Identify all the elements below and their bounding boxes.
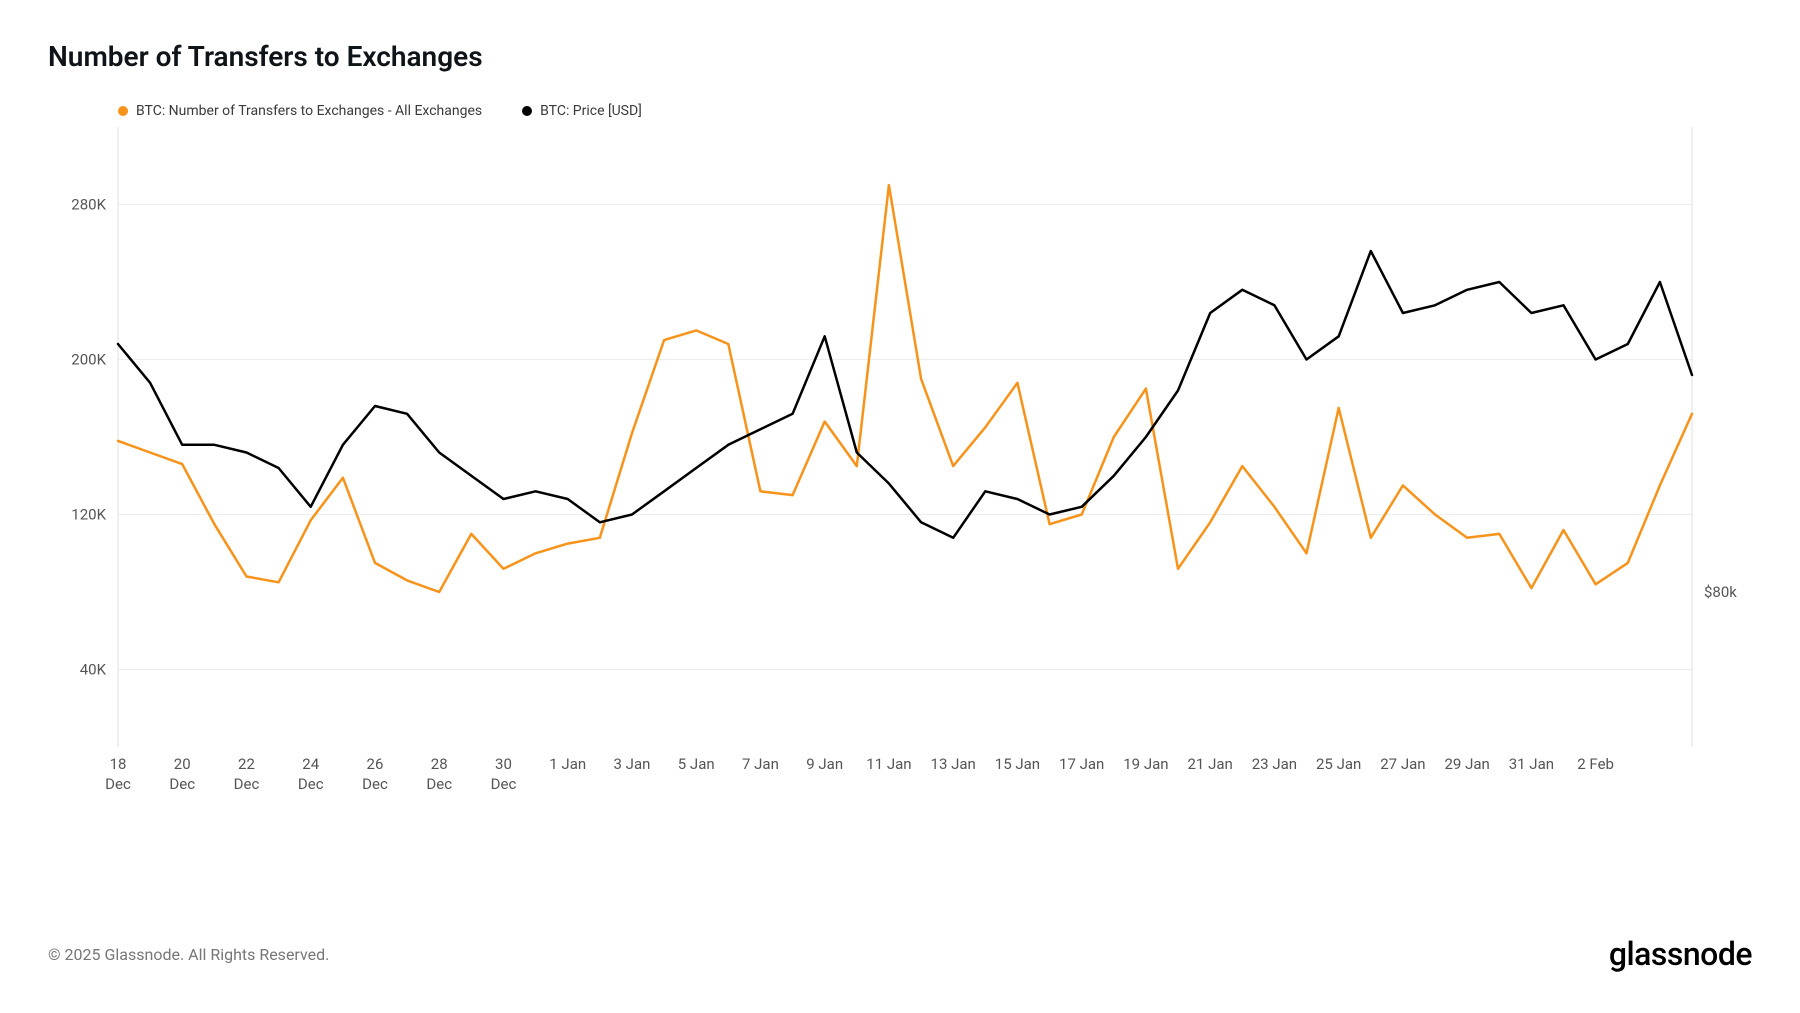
svg-text:27 Jan: 27 Jan <box>1380 755 1425 773</box>
svg-text:31 Jan: 31 Jan <box>1509 755 1554 773</box>
svg-text:15 Jan: 15 Jan <box>995 755 1040 773</box>
legend: BTC: Number of Transfers to Exchanges - … <box>118 103 1752 119</box>
svg-text:Dec: Dec <box>491 775 517 793</box>
svg-text:Dec: Dec <box>362 775 388 793</box>
svg-text:30: 30 <box>495 755 512 773</box>
svg-text:22: 22 <box>238 755 255 773</box>
series-line-transfers <box>118 185 1692 592</box>
svg-text:3 Jan: 3 Jan <box>614 755 651 773</box>
chart-container: Number of Transfers to Exchanges BTC: Nu… <box>0 0 1800 1013</box>
svg-text:28: 28 <box>431 755 448 773</box>
svg-text:13 Jan: 13 Jan <box>931 755 976 773</box>
legend-dot-transfers <box>118 106 128 116</box>
svg-text:40K: 40K <box>80 661 107 679</box>
brand-logo: glassnode <box>1609 935 1752 973</box>
footer: © 2025 Glassnode. All Rights Reserved. g… <box>48 935 1752 973</box>
svg-text:Dec: Dec <box>426 775 452 793</box>
svg-text:11 Jan: 11 Jan <box>866 755 911 773</box>
svg-text:20: 20 <box>174 755 191 773</box>
svg-text:9 Jan: 9 Jan <box>806 755 843 773</box>
svg-text:19 Jan: 19 Jan <box>1123 755 1168 773</box>
legend-label-transfers: BTC: Number of Transfers to Exchanges - … <box>136 103 482 119</box>
chart-area: 40K 120K 200K 280K $80k 18 Dec 20 Dec 22 Dec 24 Dec 2… <box>48 127 1752 807</box>
legend-label-price: BTC: Price [USD] <box>540 103 642 119</box>
svg-text:18: 18 <box>110 755 127 773</box>
legend-dot-price <box>522 106 532 116</box>
series-line-price <box>118 251 1692 538</box>
svg-text:24: 24 <box>302 755 319 773</box>
svg-text:280K: 280K <box>71 196 106 214</box>
svg-text:1 Jan: 1 Jan <box>549 755 586 773</box>
svg-text:Dec: Dec <box>169 775 195 793</box>
svg-text:120K: 120K <box>71 506 106 524</box>
svg-text:Dec: Dec <box>105 775 131 793</box>
svg-text:17 Jan: 17 Jan <box>1059 755 1104 773</box>
svg-text:2 Feb: 2 Feb <box>1577 755 1614 773</box>
svg-text:25 Jan: 25 Jan <box>1316 755 1361 773</box>
svg-text:Dec: Dec <box>298 775 324 793</box>
svg-text:29 Jan: 29 Jan <box>1444 755 1489 773</box>
chart-title: Number of Transfers to Exchanges <box>48 40 1752 73</box>
svg-text:200K: 200K <box>71 351 106 369</box>
svg-text:5 Jan: 5 Jan <box>678 755 715 773</box>
legend-item-price: BTC: Price [USD] <box>522 103 642 119</box>
chart-svg: 40K 120K 200K 280K $80k 18 Dec 20 Dec 22 Dec 24 Dec 2… <box>48 127 1752 807</box>
svg-text:Dec: Dec <box>234 775 260 793</box>
svg-text:23 Jan: 23 Jan <box>1252 755 1297 773</box>
legend-item-transfers: BTC: Number of Transfers to Exchanges - … <box>118 103 482 119</box>
svg-text:$80k: $80k <box>1704 583 1737 601</box>
copyright-text: © 2025 Glassnode. All Rights Reserved. <box>48 945 329 964</box>
svg-text:26: 26 <box>367 755 384 773</box>
svg-text:21 Jan: 21 Jan <box>1188 755 1233 773</box>
svg-text:7 Jan: 7 Jan <box>742 755 779 773</box>
